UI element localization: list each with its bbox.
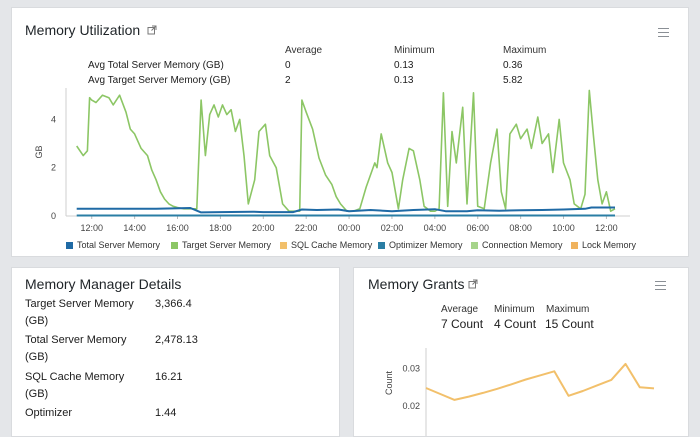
legend-total-server-memory[interactable]: Total Server Memory: [66, 240, 160, 250]
x-tick-label: 18:00: [209, 223, 232, 233]
legend-sql-cache-memory[interactable]: SQL Cache Memory: [280, 240, 372, 250]
legend-connection-memory[interactable]: Connection Memory: [471, 240, 563, 250]
y-axis-title: GB: [34, 145, 44, 158]
y-axis-title: Count: [384, 371, 394, 396]
series-line-target-server-memory: [76, 89, 616, 212]
avg-total-server-average: 0: [285, 60, 291, 71]
x-tick-label: 00:00: [338, 223, 361, 233]
y-tick-label: 0.02: [402, 401, 420, 411]
legend-label: Target Server Memory: [182, 240, 272, 250]
grants-minimum-header: Minimum: [494, 304, 535, 315]
minimum-header: Minimum: [394, 45, 435, 56]
legend-swatch: [171, 241, 178, 249]
hamburger-menu-icon[interactable]: [658, 28, 669, 37]
average-header: Average: [285, 45, 323, 56]
grants-average-header: Average: [441, 304, 479, 315]
legend-optimizer-memory[interactable]: Optimizer Memory: [378, 240, 463, 250]
avg-total-server-minimum: 0.13: [394, 60, 414, 71]
grants-maximum-header: Maximum: [546, 304, 590, 315]
target-server-memory-label: Target Server Memory (GB): [25, 298, 134, 327]
maximum-header: Maximum: [503, 45, 547, 56]
legend-swatch: [471, 241, 478, 249]
x-tick-label: 08:00: [509, 223, 532, 233]
avg-target-server-minimum: 0.13: [394, 75, 414, 86]
avg-target-server-maximum: 5.82: [503, 75, 523, 86]
optimizer-label: Optimizer: [25, 407, 73, 419]
memory-utilization-panel: Memory Utilization Average Minimum Maxim…: [11, 7, 689, 257]
grants-minimum-value: 4 Count: [494, 317, 537, 331]
hamburger-menu-icon[interactable]: [655, 281, 666, 290]
x-tick-label: 14:00: [123, 223, 146, 233]
x-tick-label: 04:00: [424, 223, 447, 233]
memory-manager-title: Memory Manager Details: [25, 276, 182, 292]
memory-utilization-title: Memory Utilization: [25, 22, 141, 38]
sql-cache-memory-value: 16.21: [155, 371, 183, 383]
y-tick-label: 4: [51, 114, 56, 124]
avg-total-server-maximum: 0.36: [503, 60, 523, 71]
y-tick-label: 0: [51, 211, 56, 221]
x-tick-label: 06:00: [466, 223, 489, 233]
legend-swatch: [66, 241, 73, 249]
legend-label: Connection Memory: [482, 240, 563, 250]
sql-cache-memory-label: SQL Cache Memory (GB): [25, 371, 125, 400]
legend-label: SQL Cache Memory: [291, 240, 373, 250]
grants-average-value: 7 Count: [441, 317, 484, 331]
x-tick-label: 16:00: [166, 223, 189, 233]
legend-swatch: [378, 241, 385, 249]
legend-label: Total Server Memory: [77, 240, 161, 250]
avg-total-server-label: Avg Total Server Memory (GB): [88, 60, 224, 71]
x-tick-label: 20:00: [252, 223, 275, 233]
legend-lock-memory[interactable]: Lock Memory: [571, 240, 636, 250]
x-tick-label: 12:00: [80, 223, 103, 233]
grants-series-line-0: [425, 362, 655, 401]
external-link-icon[interactable]: [147, 25, 157, 35]
x-tick-label: 10:00: [552, 223, 575, 233]
legend-label: Optimizer Memory: [389, 240, 463, 250]
target-server-memory-value: 3,366.4: [155, 298, 192, 310]
memory-utilization-chart: 0 2 4 GB 12:00 14:00 16:00 18:00 20:00 22:00 00:00…: [34, 88, 630, 233]
total-server-memory-value: 2,478.13: [155, 334, 198, 346]
grants-maximum-value: 15 Count: [545, 317, 594, 331]
x-tick-label: 22:00: [295, 223, 318, 233]
legend-swatch: [280, 241, 287, 249]
legend-swatch: [571, 241, 578, 249]
y-tick-label: 0.03: [402, 364, 420, 374]
total-server-memory-label: Total Server Memory (GB): [25, 334, 127, 363]
series-line-total-server-memory: [76, 206, 615, 214]
memory-grants-title: Memory Grants: [368, 276, 465, 292]
avg-target-server-label: Avg Target Server Memory (GB): [88, 75, 231, 86]
optimizer-value: 1.44: [155, 407, 177, 419]
avg-target-server-average: 2: [285, 75, 291, 86]
x-tick-label: 02:00: [381, 223, 404, 233]
legend-target-server-memory[interactable]: Target Server Memory: [171, 240, 271, 250]
legend-label: Lock Memory: [582, 240, 637, 250]
memory-manager-details-panel: Memory Manager Details Target Server Mem…: [11, 267, 340, 437]
y-tick-label: 2: [51, 163, 56, 173]
x-tick-label: 12:00: [595, 223, 618, 233]
memory-grants-chart: 0.02 0.03 Count: [384, 348, 655, 436]
external-link-icon[interactable]: [468, 279, 478, 289]
memory-grants-panel: Memory Grants Average Minimum Maximum 7 …: [353, 267, 689, 437]
